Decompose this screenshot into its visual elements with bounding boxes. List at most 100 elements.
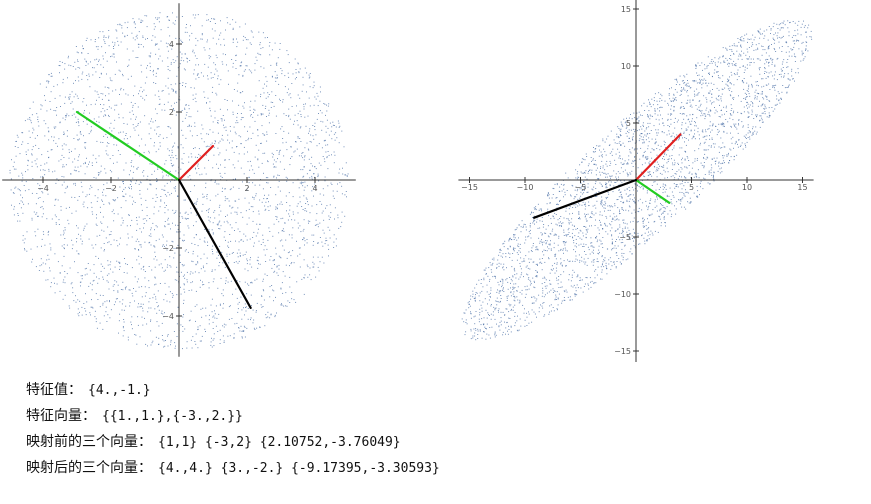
scatter-point [783, 59, 785, 61]
scatter-point [619, 134, 621, 136]
scatter-point [276, 177, 277, 179]
scatter-point [675, 186, 677, 187]
scatter-point [678, 154, 680, 156]
scatter-point [474, 332, 476, 334]
scatter-point [642, 124, 644, 126]
scatter-point [644, 225, 645, 227]
scatter-point [212, 253, 214, 255]
scatter-point [77, 313, 79, 315]
scatter-point [541, 242, 543, 244]
scatter-point [566, 190, 568, 191]
scatter-point [505, 256, 507, 258]
scatter-point [755, 89, 757, 91]
scatter-point [153, 23, 155, 25]
scatter-point [266, 116, 267, 117]
scatter-point [154, 284, 156, 286]
scatter-point [680, 93, 682, 95]
scatter-point [31, 219, 33, 221]
scatter-point [552, 292, 554, 293]
scatter-point [731, 91, 733, 93]
scatter-point [162, 339, 164, 341]
scatter-point [173, 331, 175, 332]
scatter-point [605, 197, 607, 198]
scatter-point [303, 195, 305, 197]
scatter-point [721, 123, 723, 125]
scatter-point [165, 293, 167, 295]
scatter-point [98, 59, 100, 61]
scatter-point [623, 180, 625, 182]
scatter-point [317, 242, 319, 244]
scatter-point [81, 73, 83, 75]
scatter-point [627, 162, 629, 164]
scatter-point [131, 316, 133, 318]
scatter-point [675, 208, 677, 210]
scatter-point [688, 85, 690, 87]
scatter-point [92, 307, 94, 309]
scatter-point [770, 29, 772, 31]
scatter-point [146, 76, 148, 78]
scatter-point [226, 64, 227, 66]
scatter-point [203, 47, 205, 49]
scatter-point [257, 129, 258, 131]
scatter-point [41, 245, 42, 247]
scatter-point [465, 331, 467, 333]
scatter-point [339, 168, 341, 170]
scatter-point [516, 252, 518, 254]
scatter-point [670, 113, 672, 115]
scatter-point [247, 307, 249, 309]
scatter-point [719, 116, 721, 118]
scatter-point [721, 147, 723, 148]
scatter-point [665, 147, 667, 148]
scatter-point [475, 311, 477, 312]
scatter-point [315, 168, 317, 170]
scatter-point [587, 191, 589, 193]
scatter-point [126, 27, 128, 29]
scatter-point [736, 45, 738, 47]
scatter-point [236, 211, 238, 213]
scatter-point [704, 115, 706, 117]
scatter-point [101, 222, 103, 224]
scatter-point [328, 218, 330, 220]
scatter-point [64, 229, 66, 231]
scatter-point [122, 181, 123, 183]
scatter-point [229, 142, 230, 144]
scatter-point [732, 112, 734, 114]
scatter-point [182, 217, 184, 219]
scatter-point [42, 231, 44, 233]
scatter-point [264, 134, 266, 136]
scatter-point [647, 239, 648, 241]
scatter-point [318, 113, 319, 114]
scatter-point [174, 279, 176, 281]
scatter-point [541, 217, 543, 218]
scatter-point [207, 66, 209, 68]
scatter-point [142, 20, 144, 22]
scatter-point [172, 209, 174, 211]
scatter-point [111, 55, 113, 57]
scatter-point [704, 68, 706, 70]
scatter-point [139, 228, 141, 230]
scatter-point [659, 165, 661, 167]
scatter-point [583, 189, 585, 191]
scatter-point [151, 163, 153, 165]
scatter-point [576, 178, 578, 180]
scatter-point [66, 185, 68, 187]
scatter-point [662, 185, 664, 187]
scatter-point [109, 77, 111, 79]
scatter-point [133, 95, 134, 97]
scatter-point [155, 72, 157, 74]
scatter-point [149, 66, 151, 68]
scatter-point [154, 277, 156, 279]
scatter-point [548, 236, 550, 238]
scatter-point [138, 18, 140, 20]
scatter-point [312, 244, 314, 246]
scatter-point [781, 36, 783, 38]
scatter-point [578, 254, 580, 256]
scatter-point [659, 107, 661, 109]
scatter-point [95, 244, 97, 246]
scatter-point [297, 63, 299, 65]
scatter-point [169, 194, 171, 196]
scatter-point [656, 195, 657, 197]
scatter-point [299, 225, 301, 227]
scatter-point [235, 60, 237, 61]
scatter-point [756, 84, 758, 86]
